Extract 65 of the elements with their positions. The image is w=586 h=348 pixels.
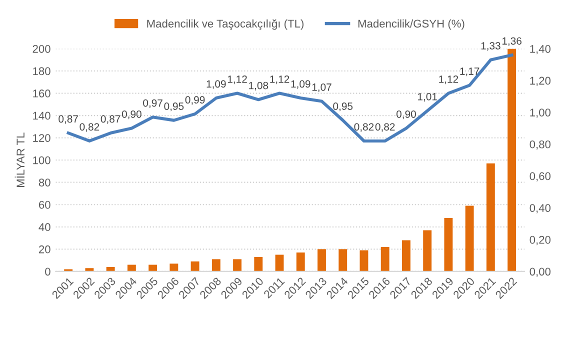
y2-tick-label: 0,20 <box>530 236 551 246</box>
bar <box>190 261 200 272</box>
data-label: 0,82 <box>80 123 100 132</box>
bar <box>212 259 220 272</box>
bar <box>508 48 516 272</box>
y-tick-label: 120 <box>33 134 50 142</box>
y-tick-label: 140 <box>33 112 50 120</box>
y-tick-label: 20 <box>39 245 50 254</box>
bar <box>233 259 242 272</box>
legend-label: Madencilik/GSYH (%) <box>358 19 464 30</box>
data-label: 1,09 <box>206 80 226 89</box>
y-tick-label: 80 <box>38 178 50 186</box>
data-label: 0,95 <box>333 102 353 112</box>
y2-tick-label: 0,00 <box>530 268 551 277</box>
bar <box>423 230 432 272</box>
bar <box>380 246 390 272</box>
y2-tick-label: 0,60 <box>530 172 551 182</box>
data-label: 1,08 <box>249 82 268 90</box>
bar <box>318 249 326 272</box>
bar <box>296 252 305 272</box>
bar <box>486 163 495 272</box>
bar <box>106 266 115 272</box>
data-label: 1,09 <box>291 80 310 89</box>
data-label: 1,12 <box>270 75 290 84</box>
y-tick-label: 180 <box>33 67 50 76</box>
y2-tick-label: 0,40 <box>530 204 551 214</box>
y-tick-label: 160 <box>33 90 50 98</box>
bar <box>465 206 474 272</box>
data-label: 0,95 <box>164 102 184 112</box>
bar <box>254 256 263 272</box>
bar <box>170 264 178 272</box>
y-axis-title: MİLYAR TL <box>14 132 24 187</box>
bar <box>85 268 94 272</box>
data-label: 0,90 <box>396 110 416 120</box>
bar <box>275 254 284 272</box>
data-label: 1,07 <box>312 83 332 92</box>
y-tick-label: 0 <box>45 268 50 276</box>
data-label: 0,87 <box>58 115 78 124</box>
data-label: 1,12 <box>228 75 247 84</box>
y2-tick-label: 1,00 <box>530 108 551 118</box>
data-label: 0,90 <box>122 110 142 120</box>
data-label: 0,82 <box>375 123 395 132</box>
data-label: 0,82 <box>354 123 374 132</box>
data-label: 0,97 <box>143 99 162 108</box>
y-tick-label: 200 <box>32 44 50 53</box>
y2-tick-label: 1,20 <box>530 76 551 86</box>
y-tick-label: 40 <box>38 223 50 232</box>
y2-tick-label: 1,40 <box>530 44 551 54</box>
data-label: 1,33 <box>481 42 500 51</box>
data-label: 1,17 <box>460 68 480 76</box>
y2-tick-label: 0,80 <box>530 140 551 150</box>
bar <box>402 240 410 272</box>
bar <box>127 264 136 272</box>
bar <box>444 218 453 272</box>
data-label: 1,36 <box>502 37 522 46</box>
bar <box>338 249 348 272</box>
legend-label: Madencilik ve Taşocakçılığı (TL) <box>147 19 304 30</box>
y-tick-label: 100 <box>33 156 50 164</box>
data-label: 1,01 <box>418 92 437 102</box>
data-label: 1,12 <box>439 75 458 84</box>
y-tick-label: 60 <box>39 200 50 209</box>
bar <box>360 250 368 272</box>
data-label: 0,87 <box>100 115 120 124</box>
bar <box>148 264 158 272</box>
data-label: 0,99 <box>185 96 205 105</box>
